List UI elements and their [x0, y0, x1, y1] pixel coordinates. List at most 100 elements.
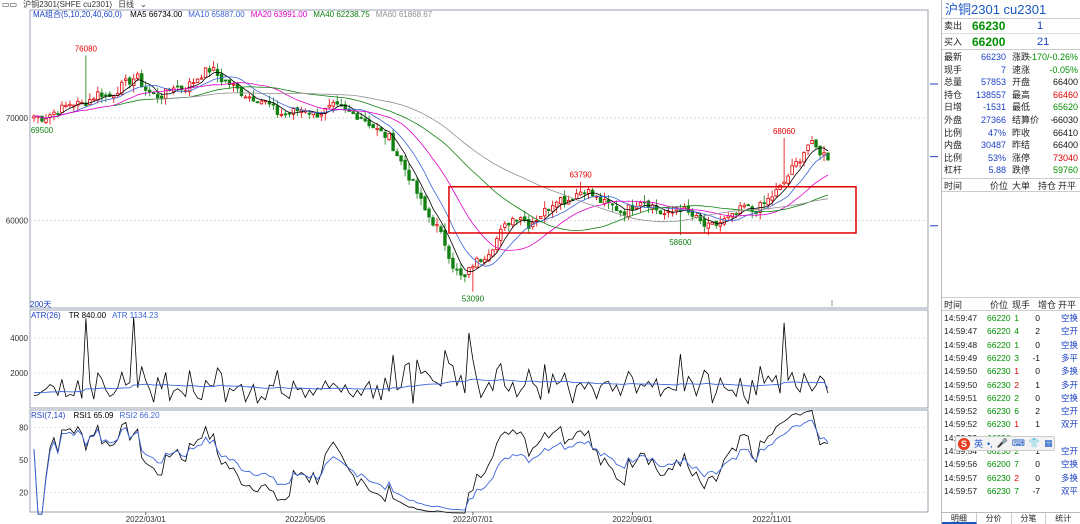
punctuation-icon[interactable]: •,: [987, 438, 993, 449]
tab-1[interactable]: 分价: [977, 513, 1012, 524]
extreme-label: 53090: [462, 295, 485, 304]
trade-delta: 1: [1035, 379, 1040, 390]
panel-frame: [29, 309, 929, 409]
candle-body: [774, 189, 778, 197]
stat-label: 结算价: [1012, 115, 1040, 125]
tab-0[interactable]: 明细: [942, 513, 977, 524]
candle-body: [658, 210, 663, 215]
y-tick-label: 70000: [6, 114, 29, 123]
candle-body: [431, 217, 435, 226]
bid-price: 66200: [972, 35, 1006, 49]
candle-body: [511, 217, 515, 226]
column-header: 开平: [1058, 181, 1077, 191]
candle-body: [602, 199, 607, 205]
settle-dropdown-icon[interactable]: ⌄: [1049, 114, 1056, 123]
candle-body: [76, 100, 80, 106]
trade-price: 66200: [987, 459, 1011, 470]
ma60-line: [153, 92, 829, 223]
candle-body: [630, 204, 635, 211]
candle-body: [702, 218, 707, 227]
trade-volume: 1: [1014, 313, 1019, 323]
candle-body: [463, 274, 467, 278]
chart-area[interactable]: 60000 70000 2000 4000 20 50 80 2022/03/01 2022/0…: [0, 0, 940, 524]
x-tick-label: 2022/07/01: [453, 515, 494, 524]
period-selector[interactable]: 日线 ⌄: [118, 0, 147, 9]
trade-price: 66230: [987, 379, 1011, 390]
ma-legend: MA组合(5,10,20,40,60,0) MA5 66734.00 MA10 6…: [33, 10, 444, 20]
microphone-icon[interactable]: 🎤: [996, 438, 1008, 448]
trade-time: 14:59:57: [944, 472, 978, 483]
y-tick-label: 50: [19, 456, 28, 465]
y-tick-label: 4000: [10, 334, 28, 343]
candle-body: [195, 78, 200, 84]
column-header: 价位: [990, 181, 1009, 191]
candle-body: [515, 219, 519, 222]
candle-body: [814, 139, 818, 148]
trade-volume: 7: [1014, 459, 1019, 470]
candle-body: [367, 119, 371, 127]
keyboard-icon[interactable]: ⌨: [1011, 438, 1025, 448]
ma20-line: [33, 82, 829, 251]
candle-body: [112, 95, 116, 99]
stat-value: 7: [1000, 64, 1006, 75]
candle-body: [104, 94, 108, 97]
stat-row: 外盘 27366 结算价 66030: [942, 114, 1080, 127]
stat-value: -1531: [982, 102, 1006, 113]
candle-body: [259, 100, 264, 105]
trade-time: 14:59:51: [944, 392, 978, 403]
ime-toolbar[interactable]: S 英 •, 🎤 ⌨ 👕 ▦: [955, 436, 1055, 451]
trade-time: 14:59:52: [944, 419, 978, 430]
stat-value: 53%: [987, 152, 1006, 163]
stat-label: 最新: [944, 52, 963, 62]
trade-delta: 0: [1035, 392, 1040, 403]
bid-row: 买入 66200 21: [942, 35, 1080, 50]
rsi1-line: [33, 410, 829, 515]
trade-delta: 0: [1035, 459, 1040, 470]
trade-type: 空开: [1060, 446, 1078, 456]
candle-body: [84, 102, 88, 107]
atr-legend: ATR(26) TR 840.00 ATR 1134.23: [31, 311, 170, 321]
skin-icon[interactable]: 👕: [1028, 438, 1041, 448]
ime-language[interactable]: 英: [974, 439, 984, 449]
trade-delta: 0: [1035, 366, 1040, 377]
candle-body: [455, 268, 459, 271]
toolbox-icon[interactable]: ▦: [1044, 438, 1053, 448]
trade-price: 66220: [987, 352, 1011, 363]
main-legend-item: MA60 61868.67: [375, 10, 433, 19]
candle-body: [211, 66, 216, 71]
trade-type: 空开: [1060, 326, 1078, 337]
trade-row: 14:59:57 66230 2 0 多换: [942, 472, 1080, 485]
candle-body: [231, 83, 236, 86]
tab-2[interactable]: 分笔: [1012, 513, 1047, 524]
trade-price: 66220: [987, 313, 1011, 323]
chart-title-bar: ▭▭ 沪铜2301(SHFE cu2301) 日线 ⌄: [0, 0, 940, 10]
candle-body: [810, 140, 814, 144]
candle-body: [239, 86, 244, 97]
menu-icon[interactable]: ▭▭: [2, 0, 18, 9]
stat-value: 27366: [980, 115, 1006, 125]
candle-body: [383, 131, 387, 138]
candle-body: [128, 77, 132, 85]
candle-body: [179, 85, 184, 91]
candle-body: [543, 207, 547, 217]
tr-line: [33, 316, 829, 405]
stat-value: -170/-0.26%: [1028, 52, 1078, 62]
candle-body: [582, 192, 587, 195]
tab-3[interactable]: 统计: [1046, 513, 1080, 524]
candle-body: [798, 161, 802, 164]
stat-row: 杠杆 5.88 跌停 59760: [942, 164, 1080, 177]
candle-body: [439, 226, 443, 233]
candle-body: [411, 178, 415, 181]
trade-volume: 1: [1014, 366, 1019, 377]
candle-body: [375, 127, 379, 130]
stat-value: 66400: [1052, 140, 1078, 151]
candle-body: [223, 79, 228, 82]
candle-body: [251, 96, 256, 102]
trade-price: 66230: [987, 406, 1011, 417]
atr-legend-item: TR 840.00: [68, 311, 107, 320]
trade-delta: -1: [1032, 352, 1040, 363]
trade-row: 14:59:52 66230 1 1 双开: [942, 418, 1080, 431]
candle-body: [638, 202, 643, 207]
candle-body: [547, 208, 551, 211]
trade-volume: 2: [1014, 446, 1019, 456]
